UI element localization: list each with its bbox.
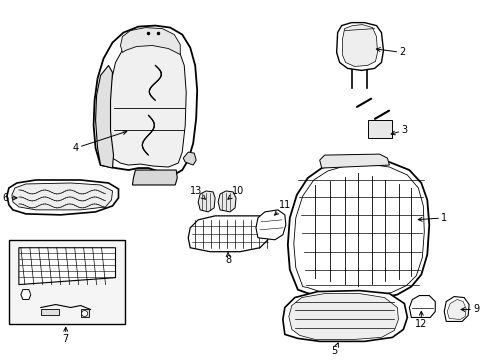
Polygon shape: [218, 191, 236, 212]
Polygon shape: [288, 293, 398, 339]
Text: 8: 8: [224, 252, 231, 265]
Polygon shape: [443, 297, 468, 321]
Polygon shape: [108, 36, 186, 167]
Polygon shape: [7, 180, 118, 215]
Text: 4: 4: [72, 131, 126, 153]
Polygon shape: [12, 183, 112, 210]
Text: 6: 6: [3, 193, 17, 203]
Polygon shape: [188, 216, 269, 252]
Text: 1: 1: [417, 213, 447, 223]
Polygon shape: [120, 28, 180, 54]
Circle shape: [81, 310, 87, 316]
Polygon shape: [342, 24, 377, 67]
Text: 7: 7: [62, 327, 69, 345]
Text: 9: 9: [460, 305, 478, 315]
Text: 11: 11: [274, 200, 290, 215]
Polygon shape: [319, 154, 388, 168]
Polygon shape: [19, 248, 115, 285]
Polygon shape: [367, 120, 392, 138]
Polygon shape: [183, 152, 196, 165]
Polygon shape: [132, 170, 177, 185]
Text: 10: 10: [227, 186, 244, 199]
Polygon shape: [93, 26, 197, 174]
Text: 5: 5: [331, 343, 338, 356]
Text: 12: 12: [414, 311, 427, 329]
Polygon shape: [9, 240, 125, 324]
Text: 13: 13: [190, 186, 205, 199]
Polygon shape: [336, 23, 383, 71]
Polygon shape: [198, 191, 215, 212]
Text: 3: 3: [390, 125, 407, 135]
Polygon shape: [447, 300, 465, 319]
Polygon shape: [408, 296, 434, 318]
Polygon shape: [81, 310, 88, 318]
Polygon shape: [282, 291, 407, 341]
Text: 2: 2: [376, 48, 405, 58]
Polygon shape: [255, 210, 285, 240]
Polygon shape: [287, 160, 428, 300]
Polygon shape: [21, 289, 31, 300]
Polygon shape: [95, 66, 113, 168]
Polygon shape: [41, 310, 59, 315]
